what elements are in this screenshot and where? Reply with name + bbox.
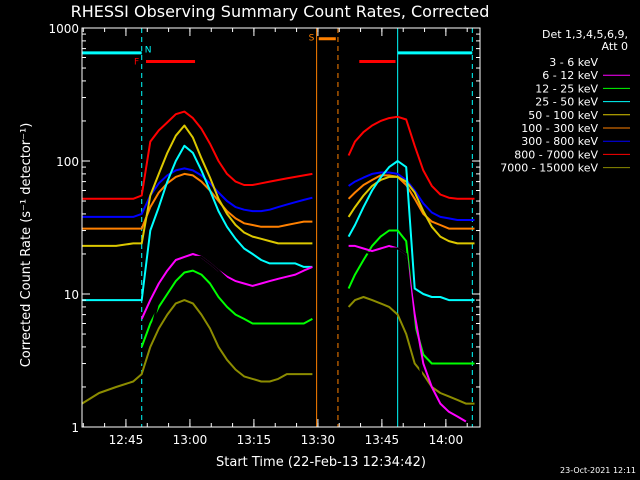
series-line-4-seg-0: [82, 124, 313, 247]
series-line-7-seg-0: [82, 110, 313, 200]
x-tick-label-2: 13:15: [237, 433, 272, 447]
legend-label-7: 800 - 7000 keV: [514, 148, 598, 161]
series-line-6-seg-1: [348, 171, 475, 221]
y-tick-label-2: 100: [56, 155, 79, 169]
flag-label-4: S: [309, 33, 315, 43]
legend-label-5: 100 - 300 keV: [521, 122, 598, 135]
flag-label-0: N: [145, 45, 152, 55]
x-axis-title: Start Time (22-Feb-13 12:34:42): [216, 455, 426, 470]
y-tick-label-3: 1000: [48, 22, 79, 36]
series-line-3-seg-1: [347, 160, 475, 302]
plot-frame: [81, 27, 481, 428]
legend-label-4: 50 - 100 keV: [528, 109, 598, 122]
footer-date: 23-Oct-2021 12:11: [560, 466, 636, 475]
axes: 12:45 13:00 13:15 13:30 13:45 14:00 1 10 100 1000: [48, 22, 481, 447]
series-line-0-seg-1: [348, 247, 433, 405]
series-line-1-seg-0: [140, 253, 313, 320]
flag-label-2: F: [134, 57, 139, 67]
legend-label-0: 3 - 6 keV: [549, 56, 598, 69]
legend-label-1: 6 - 12 keV: [542, 69, 598, 82]
plot-area: NF S: [81, 28, 475, 427]
series-line-8-seg-1: [347, 296, 475, 405]
series-line-6-seg-0: [82, 167, 313, 218]
y-tick-label-0: 1: [71, 421, 79, 435]
y-axis-title: Corrected Count Rate (s⁻¹ detector⁻¹): [19, 123, 34, 368]
x-tick-label-0: 12:45: [109, 433, 144, 447]
chart-title: RHESSI Observing Summary Count Rates, Co…: [71, 2, 490, 21]
legend-label-8: 7000 - 15000 keV: [500, 162, 598, 175]
x-tick-label-5: 14:00: [429, 433, 464, 447]
legend-header-line1: Det 1,3,4,5,6,9,: [542, 28, 628, 41]
series-line-0-seg-0: [140, 255, 313, 364]
series-line-7-seg-1: [347, 115, 475, 200]
x-tick-label-4: 13:45: [365, 433, 400, 447]
x-tick-label-3: 13:30: [301, 433, 336, 447]
series-line-8-seg-0: [81, 299, 313, 405]
series-line-4-seg-1: [347, 175, 475, 245]
legend-label-3: 25 - 50 keV: [535, 96, 598, 109]
legend-header-line2: Att 0: [602, 40, 628, 53]
series-line-3-seg-0: [82, 144, 313, 302]
legend-label-2: 12 - 25 keV: [535, 82, 598, 95]
legend-label-6: 300 - 800 keV: [521, 135, 598, 148]
series-line-2-seg-0: [140, 269, 313, 348]
x-tick-label-1: 13:00: [173, 433, 208, 447]
series-line-5-seg-1: [347, 174, 475, 230]
y-tick-label-1: 10: [64, 288, 79, 302]
